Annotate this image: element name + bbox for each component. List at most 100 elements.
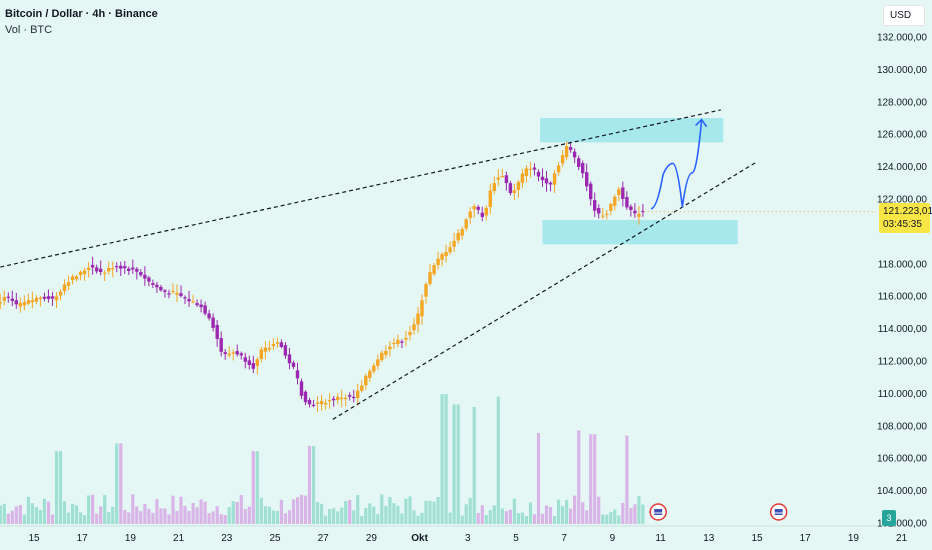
volume-bar (388, 496, 392, 524)
volume-bar (0, 505, 2, 524)
volume-bar (565, 499, 569, 524)
time-axis-label: 19 (125, 533, 137, 544)
candle-body (500, 176, 504, 178)
volume-bar (187, 511, 191, 524)
volume-bar (183, 505, 187, 524)
volume-bar (524, 516, 528, 524)
volume-bar (396, 505, 400, 524)
candle-body (58, 291, 63, 296)
volume-bar (476, 513, 480, 524)
candle-body (187, 299, 191, 302)
volume-bar (484, 515, 488, 524)
candle-body (585, 172, 589, 187)
candle-body (581, 163, 585, 174)
volume-bar (115, 443, 119, 524)
time-axis-label: 9 (610, 533, 616, 544)
volume-scale-badge[interactable]: 3 (882, 510, 896, 526)
candle-body (271, 344, 276, 347)
flag-icon (654, 509, 663, 515)
resistance-zone[interactable] (540, 118, 724, 143)
candle-body (348, 395, 352, 397)
candle-body (556, 165, 561, 173)
candle-body (74, 276, 79, 280)
volume-bar (179, 496, 183, 524)
volume-bar (400, 513, 404, 524)
projection-path[interactable] (650, 119, 703, 210)
volume-bar (147, 508, 151, 524)
time-axis-label: 7 (561, 533, 567, 544)
time-axis-label: 3 (465, 533, 471, 544)
symbol-title[interactable]: Bitcoin / Dollar · 4h · Binance (5, 8, 158, 20)
candle-body (199, 304, 203, 308)
time-axis-label: 13 (703, 533, 715, 544)
candle-body (155, 284, 159, 288)
volume-bar (91, 494, 95, 524)
volume-bar (360, 516, 364, 524)
volume-bar (344, 501, 348, 524)
time-axis-label: 19 (848, 533, 860, 544)
volume-bar (593, 434, 597, 524)
candle-body (344, 397, 348, 400)
volume-bar (368, 503, 372, 524)
current-price-tag: 121.223,01 03:45:35 (879, 203, 932, 233)
candle-body (340, 397, 344, 400)
volume-bar (50, 514, 55, 524)
volume-bar (324, 515, 328, 524)
volume-bar (589, 434, 593, 524)
volume-indicator-label[interactable]: Vol · BTC (5, 24, 53, 36)
volume-bar (79, 512, 83, 524)
volume-bar (95, 513, 99, 524)
volume-bar (500, 508, 504, 524)
price-axis-label: 116.000,00 (878, 292, 928, 303)
price-axis-label: 106.000,00 (877, 454, 927, 465)
upper-resistance-trendline[interactable] (0, 109, 721, 268)
candle-body (215, 325, 219, 339)
volume-bar (577, 430, 581, 524)
candle-body (633, 210, 637, 214)
price-axis-label: 102.000,00 (877, 519, 927, 530)
candle-body (135, 268, 139, 272)
volume-bar (247, 506, 251, 524)
candle-body (287, 354, 292, 364)
candle-body (227, 353, 231, 356)
candle-body (26, 300, 31, 304)
candle-body (404, 337, 408, 340)
volume-bar (303, 495, 308, 524)
volume-bar (464, 504, 468, 524)
candle-body (641, 210, 645, 213)
volume-bar (203, 501, 207, 524)
candle-body (99, 268, 103, 272)
candle-body (86, 267, 91, 270)
lower-support-trendline[interactable] (332, 161, 758, 420)
candle-body (372, 365, 376, 372)
candle-body (34, 297, 39, 302)
volume-bar (18, 505, 22, 524)
candle-body (139, 272, 143, 276)
volume-bar (131, 494, 135, 524)
candle-body (412, 324, 416, 331)
candle-body (524, 168, 529, 176)
candle-body (275, 342, 280, 344)
price-axis-label: 124.000,00 (877, 162, 927, 173)
candle-body (10, 298, 14, 301)
volume-bar (99, 506, 103, 524)
candle-body (536, 171, 541, 177)
currency-button[interactable]: USD (883, 5, 925, 26)
volume-bar (279, 499, 283, 524)
candle-body (516, 182, 521, 190)
candle-body (251, 363, 255, 369)
time-axis-label: 11 (655, 533, 666, 544)
volume-bar (26, 496, 30, 524)
candle-body (589, 183, 593, 200)
volume-bar (448, 512, 452, 524)
volume-bar (617, 515, 621, 524)
candle-body (464, 219, 468, 229)
candle-body (175, 292, 179, 295)
volume-bar (432, 501, 436, 524)
volume-bar (123, 510, 127, 524)
volume-bar (10, 510, 14, 524)
candle-body (0, 302, 3, 304)
candle-countdown: 03:45:35 (883, 219, 922, 230)
